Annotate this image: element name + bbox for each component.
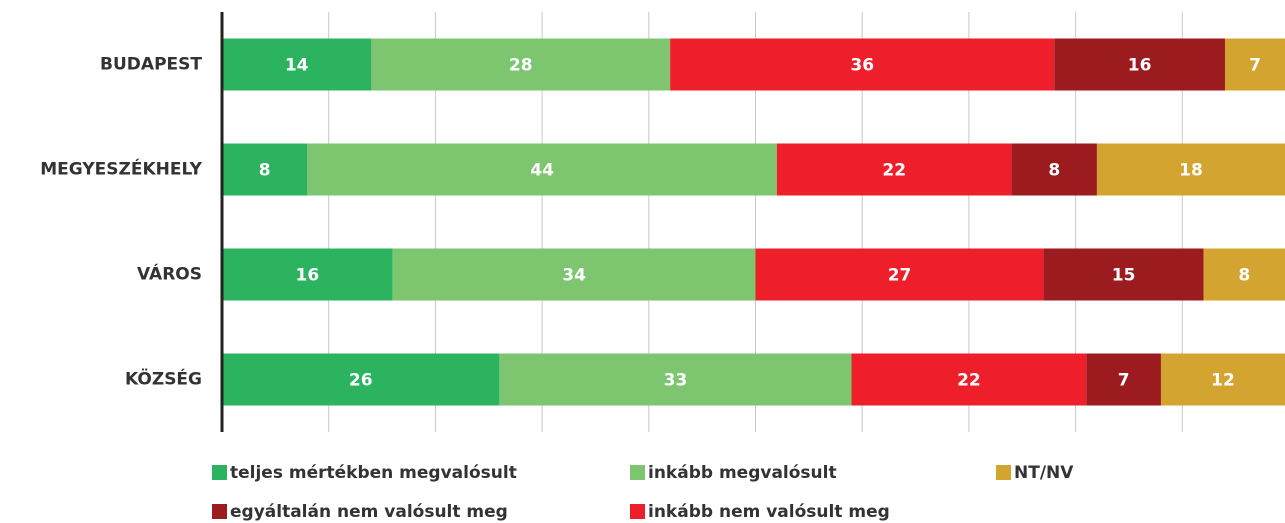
value-label: 14 [285,56,309,76]
value-label: 8 [1238,266,1250,286]
value-label: 28 [509,56,533,76]
legend-swatch [996,465,1011,480]
bar-segment [1011,143,1097,196]
y-tick-label: BUDAPEST [100,55,202,75]
bar-segment [670,38,1055,91]
y-tick-label: VÁROS [137,263,202,285]
legend-label: inkább megvalósult [648,463,837,483]
bar-segment [392,248,756,301]
bar-segment [1203,248,1285,301]
bar-segment [222,143,308,196]
bar-segment [1096,143,1285,196]
bar-segment [851,353,1087,406]
value-label: 15 [1112,266,1136,286]
bar-segment [755,248,1044,301]
value-label: 12 [1211,371,1235,391]
value-label: 26 [349,371,373,391]
bar-segment [1054,38,1225,91]
bar-segment [1086,353,1161,406]
value-label: 22 [957,371,981,391]
bar-segment [499,353,852,406]
bar-segment [371,38,671,91]
bar-segment [222,248,393,301]
legend-label: teljes mértékben megvalósult [230,463,517,483]
legend-label: NT/NV [1014,463,1074,483]
legend-label: inkább nem valósult meg [648,502,890,522]
value-label: 8 [259,161,271,181]
legend-swatch [212,504,227,519]
value-label: 16 [296,266,320,286]
value-label: 16 [1128,56,1152,76]
value-label: 33 [664,371,688,391]
value-label: 44 [530,161,554,181]
value-label: 18 [1179,161,1203,181]
y-tick-label: KÖZSÉG [125,368,202,390]
value-label: 8 [1048,161,1060,181]
value-label: 22 [882,161,906,181]
value-label: 7 [1249,56,1261,76]
bar-segment [1043,248,1204,301]
legend-swatch [212,465,227,480]
value-label: 27 [888,266,912,286]
value-label: 34 [562,266,586,286]
bar-segment [1224,38,1285,91]
value-label: 7 [1118,371,1130,391]
bar-segment [1160,353,1285,406]
legend-swatch [630,465,645,480]
y-tick-label: MEGYESZÉKHELY [40,158,202,180]
legend-label: egyáltalán nem valósult meg [230,502,508,522]
bar-segment [307,143,777,196]
bar-segment [776,143,1012,196]
legend-swatch [630,504,645,519]
bar-segment [222,353,500,406]
value-label: 36 [850,56,874,76]
bar-segment [222,38,372,91]
